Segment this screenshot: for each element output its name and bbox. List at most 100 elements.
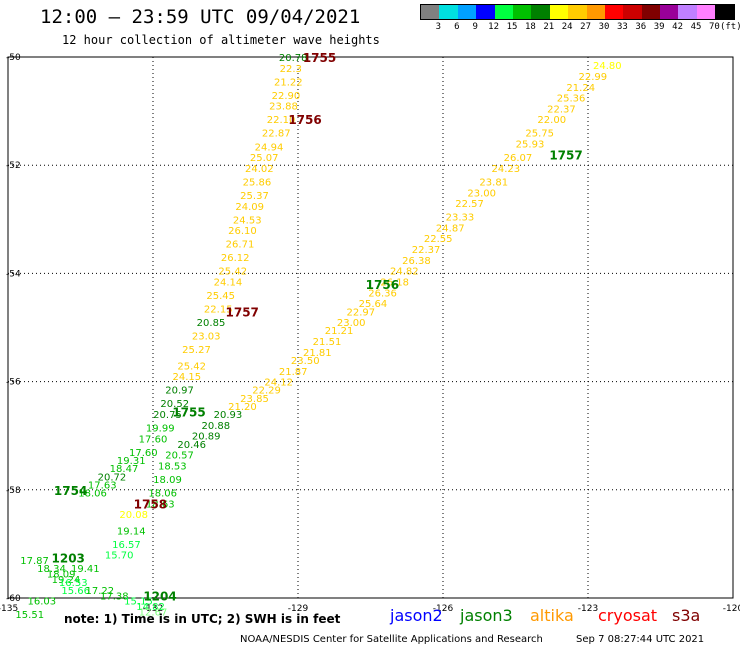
wave-height-value: 24.14 — [214, 278, 243, 289]
wave-height-value: 15.15 — [124, 597, 153, 608]
satellite-jason3: jason3 — [460, 606, 513, 625]
x-tick-label: -126 — [433, 604, 454, 614]
wave-height-value: 25.75 — [525, 129, 554, 140]
wave-height-value: 16.53 — [59, 578, 88, 589]
wave-height-value: 26.36 — [368, 288, 397, 299]
wave-height-value: 20.88 — [202, 421, 231, 432]
legend-swatch — [623, 5, 642, 19]
legend-label: 36 — [635, 22, 647, 32]
wave-height-value: 20.85 — [197, 318, 226, 329]
legend-label: 39 — [653, 22, 665, 32]
legend-labels: 3 6 9 12 15 18 21 24 27 30 33 36 39 42 45 70 (ft) — [420, 20, 740, 32]
wave-height-value: 19.99 — [146, 424, 175, 435]
wave-height-value: 22.3 — [280, 64, 302, 75]
legend-swatch — [494, 5, 513, 19]
time-mark: 1755 — [303, 51, 336, 65]
wave-height-value: 24.82 — [390, 267, 419, 278]
wave-height-value: 25.27 — [182, 345, 211, 356]
wave-height-value: 22.37 — [412, 245, 441, 256]
wave-height-value: 18.06 — [148, 489, 177, 500]
wave-height-value: 22.10 — [267, 115, 296, 126]
wave-height-value: 25.07 — [250, 153, 279, 164]
wave-height-value: 20.75 — [153, 410, 182, 421]
wave-height-value: 24.12 — [264, 378, 293, 389]
legend-swatch — [568, 5, 587, 19]
wave-height-value: 15.70 — [105, 551, 134, 562]
wave-height-value: 16.03 — [28, 597, 57, 608]
wave-height-value: 25.37 — [240, 191, 269, 202]
wave-height-value: 12.67 — [139, 608, 168, 619]
legend-color-bar — [420, 4, 735, 20]
wave-height-value: 20.78 — [279, 53, 308, 64]
satellite-cryosat: cryosat — [598, 606, 658, 625]
wave-height-value: 25.93 — [516, 140, 545, 151]
y-tick-label: -52 — [6, 161, 21, 171]
legend-label: 27 — [580, 22, 592, 32]
wave-height-value: 23.50 — [291, 356, 320, 367]
wave-height-value: 20.93 — [214, 410, 243, 421]
wave-height-value: 22.29 — [252, 386, 281, 397]
wave-height-value: 23.88 — [269, 102, 298, 113]
wave-height-value: 22.15 — [204, 305, 233, 316]
wave-height-value: 23.33 — [446, 213, 475, 224]
wave-height-value: 22.97 — [347, 307, 376, 318]
legend-swatch — [549, 5, 569, 19]
wave-height-value: 21.81 — [303, 348, 332, 359]
legend-label: 3 — [435, 22, 442, 32]
wave-height-value: 17.38 — [100, 591, 129, 602]
wave-height-value: 25.42 — [177, 361, 206, 372]
wave-height-value: 24.94 — [255, 142, 284, 153]
legend-swatch — [660, 5, 679, 19]
wave-height-value: 24.53 — [233, 215, 262, 226]
wave-height-value: 14.82 — [136, 602, 165, 613]
legend-label: 18 — [524, 22, 536, 32]
wave-height-value: 18.34 — [37, 564, 66, 575]
wave-height-value: 21.21 — [325, 326, 354, 337]
wave-height-value: 21.22 — [274, 77, 303, 88]
satellite-jason2: jason2 — [390, 606, 443, 625]
legend-swatch — [604, 5, 624, 19]
footer-timestamp: Sep 7 08:27:44 UTC 2021 — [576, 634, 705, 645]
wave-height-value: 17.22 — [86, 586, 115, 597]
wave-height-value: 24.23 — [492, 164, 521, 175]
wave-height-value: 24.80 — [593, 61, 622, 72]
time-mark: 1756 — [366, 278, 399, 292]
wave-height-value: 25.42 — [218, 267, 247, 278]
wave-height-value: 16.57 — [112, 540, 141, 551]
wave-height-value: 24.02 — [245, 164, 274, 175]
legend-swatch — [531, 5, 550, 19]
satellite-s3a: s3a — [672, 606, 701, 625]
legend-label: 24 — [561, 22, 573, 32]
wave-height-value: 19.31 — [117, 456, 146, 467]
legend-label: 6 — [454, 22, 460, 32]
wave-height-value: 15.66 — [61, 586, 90, 597]
wave-height-value: 25.86 — [243, 177, 272, 188]
time-mark: 1757 — [549, 148, 582, 162]
wave-height-value: 17.63 — [88, 480, 117, 491]
legend-swatch — [696, 5, 716, 19]
wave-height-value: 23.00 — [337, 318, 366, 329]
wave-height-value: 23.00 — [467, 188, 496, 199]
wave-height-value: 17.87 — [20, 556, 49, 567]
time-mark: 1757 — [226, 305, 259, 319]
wave-height-value: 17.60 — [139, 434, 168, 445]
wave-height-value: 25.36 — [557, 94, 586, 105]
wave-height-value: 21.51 — [313, 337, 342, 348]
legend-label: 21 — [543, 22, 555, 32]
wave-height-value: 25.64 — [359, 299, 388, 310]
time-mark: 1756 — [288, 113, 321, 127]
wave-height-value: 20.08 — [119, 510, 148, 521]
y-tick-label: -60 — [6, 594, 21, 604]
wave-height-value: 20.97 — [165, 386, 194, 397]
satellite-altika: altika — [530, 606, 574, 625]
wave-height-value: 26.18 — [380, 278, 409, 289]
wave-height-value: 18.06 — [78, 489, 107, 500]
legend-label: 9 — [472, 22, 478, 32]
wave-height-value: 15.51 — [15, 610, 44, 621]
page-title: 12:00 — 23:59 UTC 09/04/2021 — [40, 6, 361, 28]
legend-swatch — [421, 5, 440, 19]
wave-height-value: 20.52 — [160, 399, 189, 410]
wave-height-value: 22.90 — [272, 91, 301, 102]
x-tick-label: -120 — [723, 604, 740, 614]
legend-label: 70 — [708, 22, 720, 32]
